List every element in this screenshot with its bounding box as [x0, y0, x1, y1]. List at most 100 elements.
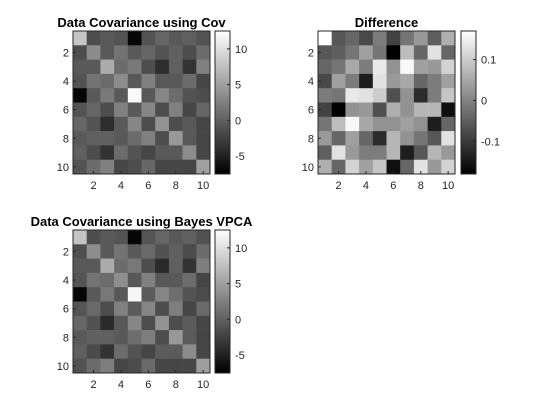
- heatmap-cell: [141, 59, 156, 75]
- x-tick-labels: 2 4 6 8 10: [335, 171, 454, 192]
- heatmap-cell: [73, 145, 87, 160]
- y-tick-label: 10: [57, 361, 69, 373]
- heatmap-cell: [345, 116, 360, 132]
- heatmap-cell: [114, 116, 129, 132]
- heatmap-cell: [141, 358, 156, 374]
- heatmap-cell: [155, 102, 170, 118]
- heatmap-cell: [168, 358, 183, 374]
- heatmap-cell: [127, 344, 142, 359]
- heatmap-cell: [73, 131, 87, 146]
- x-tick-label: 10: [442, 180, 454, 192]
- heatmap-cell: [168, 102, 183, 118]
- heatmap-cell: [100, 88, 115, 103]
- heatmap-cell: [386, 102, 401, 118]
- heatmap-cell: [196, 358, 211, 374]
- heatmap-cell: [127, 358, 142, 374]
- heatmap-cell: [359, 159, 374, 175]
- heatmap-cell: [73, 116, 87, 132]
- heatmap-cell: [331, 145, 346, 160]
- colorbar-tick-label: 10: [235, 44, 247, 56]
- colorbar-tick-label: 0: [481, 95, 487, 107]
- heatmap-cell: [182, 258, 197, 274]
- y-tick-labels: 2 4 6 8 10: [57, 47, 76, 174]
- heatmap-cell: [182, 287, 197, 302]
- heatmap-cell: [196, 131, 211, 146]
- x-tick-labels: 2 4 6 8 10: [90, 171, 209, 192]
- heatmap-cell: [141, 88, 156, 103]
- heatmap-cell: [182, 88, 197, 103]
- heatmap-cell: [427, 45, 442, 60]
- heatmap-cell: [168, 45, 183, 60]
- heatmap-cell: [386, 73, 401, 89]
- heatmap-cell: [372, 31, 387, 46]
- heatmap-cell: [318, 45, 332, 60]
- heatmap-cell: [196, 31, 211, 46]
- heatmap-cell: [141, 344, 156, 359]
- colorbar-gradient: [214, 30, 231, 175]
- heatmap-cell: [127, 272, 142, 288]
- heatmap-cell: [331, 59, 346, 75]
- heatmap-cell: [318, 73, 332, 89]
- heatmap-cell: [73, 102, 87, 118]
- heatmap-cell: [196, 116, 211, 132]
- heatmap-cell: [359, 45, 374, 60]
- colorbar-tick-label: 0.1: [481, 55, 496, 67]
- heatmap-cell: [331, 88, 346, 103]
- heatmap-cell: [86, 358, 101, 374]
- heatmap-cell: [441, 59, 456, 75]
- heatmap-cell: [359, 116, 374, 132]
- heatmap-title: Data Covariance using Cov: [57, 15, 226, 30]
- heatmap-cell: [400, 131, 415, 146]
- heatmap-cell: [114, 244, 129, 259]
- heatmap-cell: [114, 31, 129, 46]
- heatmap-cell: [168, 258, 183, 274]
- heatmap-cell: [100, 59, 115, 75]
- heatmap-cell: [141, 116, 156, 132]
- heatmap-cell: [73, 45, 87, 60]
- heatmap-cell: [345, 88, 360, 103]
- colorbar-tick-label: 5: [235, 279, 241, 291]
- y-tick-label: 2: [63, 47, 69, 59]
- heatmap-cell: [182, 315, 197, 331]
- heatmap-cell: [127, 59, 142, 75]
- y-tick-label: 4: [308, 76, 314, 88]
- heatmap-cell: [318, 116, 332, 132]
- heatmap-cell: [318, 159, 332, 175]
- heatmap-cell: [441, 88, 456, 103]
- heatmap-cell: [155, 272, 170, 288]
- heatmap-cell: [127, 301, 142, 317]
- x-tick-label: 8: [173, 379, 179, 391]
- heatmap-cell: [168, 116, 183, 132]
- heatmap-cell: [427, 88, 442, 103]
- heatmap-cell: [372, 102, 387, 118]
- x-tick-label: 8: [173, 180, 179, 192]
- heatmap-cell: [114, 73, 129, 89]
- heatmap-cell: [168, 145, 183, 160]
- heatmap-cell: [155, 59, 170, 75]
- heatmap-cell: [400, 45, 415, 60]
- heatmap-cell: [168, 31, 183, 46]
- heatmap-cell: [141, 73, 156, 89]
- heatmap-cell: [73, 59, 87, 75]
- heatmap-cell: [182, 272, 197, 288]
- heatmap-cell: [400, 145, 415, 160]
- heatmap-cell: [73, 330, 87, 345]
- heatmap-cell: [182, 344, 197, 359]
- heatmap-cell: [155, 31, 170, 46]
- heatmap-cell: [86, 258, 101, 274]
- heatmap-cell: [100, 287, 115, 302]
- heatmap-cell: [141, 102, 156, 118]
- heatmap-cell: [427, 116, 442, 132]
- heatmap-cell: [331, 31, 346, 46]
- heatmap-cell: [155, 230, 170, 245]
- heatmap-cell: [345, 45, 360, 60]
- y-tick-label: 6: [63, 304, 69, 316]
- heatmap-cell: [441, 159, 456, 175]
- heatmap-cell: [196, 230, 211, 245]
- heatmap-cell: [413, 73, 428, 89]
- heatmap-cell: [413, 159, 428, 175]
- heatmap-cell: [372, 145, 387, 160]
- heatmap-cell: [100, 230, 115, 245]
- heatmap-panel-cov: Data Covariance using Cov 2 4 6 8 10 2 4 6 8 10 …: [57, 15, 248, 192]
